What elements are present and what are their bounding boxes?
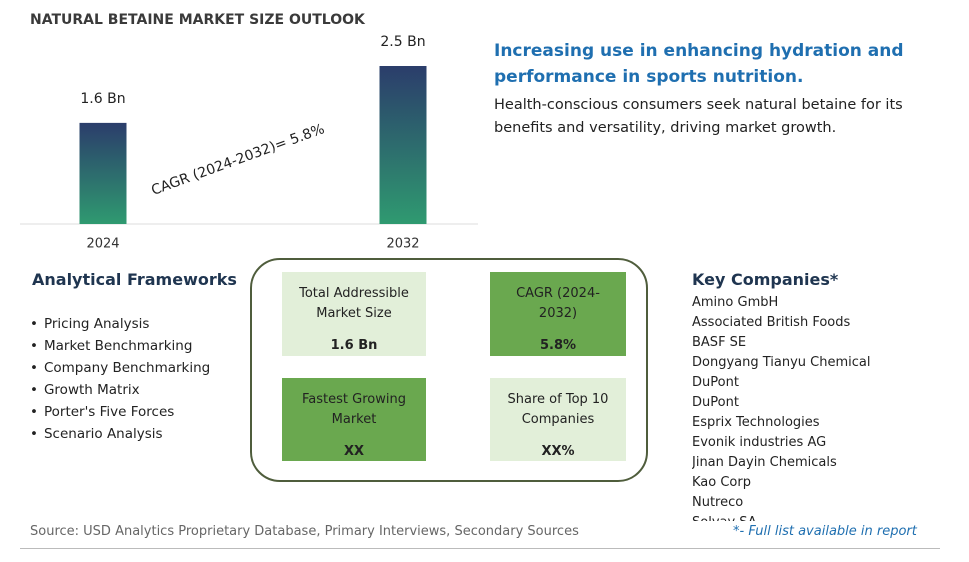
metrics-frame	[250, 258, 648, 482]
metric-box: Share of Top 10 Companies XX%	[490, 378, 626, 461]
frameworks-title: Analytical Frameworks	[32, 270, 237, 289]
framework-item: Scenario Analysis	[30, 423, 210, 445]
companies-title: Key Companies*	[692, 270, 839, 289]
framework-item: Company Benchmarking	[30, 357, 210, 379]
description: Health-conscious consumers seek natural …	[494, 97, 903, 136]
headline: Increasing use in enhancing hydration an…	[494, 41, 904, 87]
frameworks-list: Pricing AnalysisMarket BenchmarkingCompa…	[30, 313, 210, 445]
company-item: Nutreco	[692, 495, 744, 510]
company-item: Jinan Dayin Chemicals	[692, 455, 837, 470]
x-tick-label: 2032	[386, 237, 419, 252]
company-item: Kao Corp	[692, 475, 751, 490]
company-item: Associated British Foods	[692, 315, 851, 330]
source: Source: USD Analytics Proprietary Databa…	[30, 524, 579, 539]
x-tick-label: 2024	[86, 237, 119, 252]
company-item: Evonik industries AG	[692, 435, 827, 450]
companies-list: Amino GmbH Associated British Foods BASF S…	[692, 293, 952, 521]
company-item: Dongyang Tianyu Chemical	[692, 355, 871, 370]
metric-label: CAGR (2024-2032)	[516, 286, 600, 321]
company-item: DuPont	[692, 375, 739, 390]
framework-item: Porter's Five Forces	[30, 401, 210, 423]
metric-label: Total Addressible Market Size	[299, 286, 409, 321]
metric-box: CAGR (2024-2032) 5.8%	[490, 272, 626, 356]
bar	[79, 122, 127, 224]
metric-value: XX	[343, 444, 365, 459]
metric-value: XX%	[541, 444, 575, 459]
company-item: Esprix Technologies	[692, 415, 820, 430]
value-label: 2.5 Bn	[380, 34, 425, 50]
value-label: 1.6 Bn	[80, 91, 125, 107]
company-item: Amino GmbH	[692, 295, 779, 310]
footer-rule	[20, 548, 940, 549]
company-item: DuPont	[692, 395, 739, 410]
metric-value: 1.6 Bn	[330, 338, 378, 353]
chart-title: NATURAL BETAINE MARKET SIZE OUTLOOK	[30, 12, 365, 28]
metric-box: Fastest Growing Market XX	[282, 378, 426, 461]
metric-label: Fastest Growing Market	[302, 392, 406, 427]
framework-item: Growth Matrix	[30, 379, 210, 401]
company-item: BASF SE	[692, 335, 747, 350]
chart: CAGR (2024-2032)= 5.8% 2024 1.6 Bn 2032 2.5…	[20, 34, 478, 252]
metric-label: Share of Top 10 Companies	[507, 392, 609, 427]
bar	[379, 66, 427, 224]
framework-item: Pricing Analysis	[30, 313, 210, 335]
metric-value: 5.8%	[539, 338, 577, 353]
framework-item: Market Benchmarking	[30, 335, 210, 357]
company-item: Solvay SA	[692, 513, 952, 521]
metric-box: Total Addressible Market Size 1.6 Bn	[282, 272, 426, 356]
annotation: CAGR (2024-2032)= 5.8%	[149, 121, 327, 199]
companies-box: Amino GmbH Associated British Foods BASF S…	[692, 293, 952, 521]
footnote: *- Full list available in report	[733, 524, 917, 539]
